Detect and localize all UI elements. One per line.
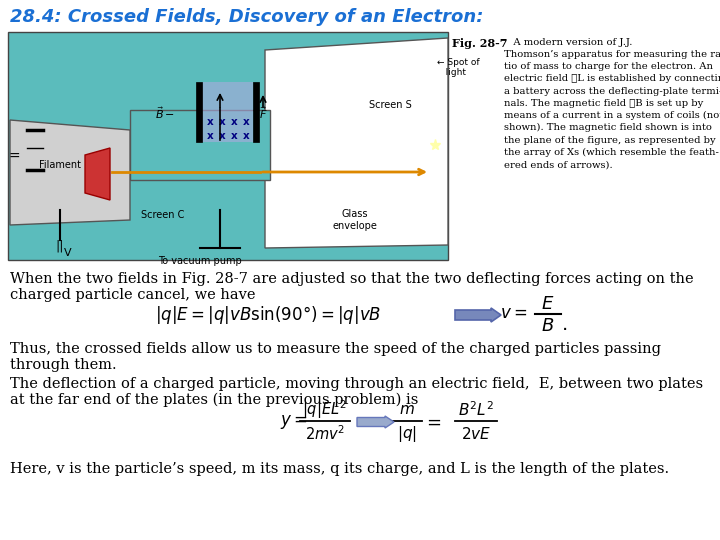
Text: Thus, the crossed fields allow us to measure the speed of the charged particles : Thus, the crossed fields allow us to mea… [10, 342, 661, 356]
Text: $y =$: $y =$ [280, 413, 307, 431]
Text: $\vec{F}$: $\vec{F}$ [258, 105, 267, 121]
FancyBboxPatch shape [196, 82, 202, 142]
FancyBboxPatch shape [8, 32, 448, 260]
Text: To vacuum pump: To vacuum pump [158, 256, 242, 266]
Text: $m$: $m$ [399, 403, 415, 417]
Text: x: x [230, 117, 238, 127]
Text: $B^2L^2$: $B^2L^2$ [458, 401, 494, 420]
Text: Fig. 28-7: Fig. 28-7 [452, 38, 508, 49]
FancyBboxPatch shape [130, 110, 270, 180]
Text: .: . [562, 314, 568, 334]
Text: A modern version of J.J.
Thomson’s apparatus for measuring the ra-
tio of mass t: A modern version of J.J. Thomson’s appar… [504, 38, 720, 169]
Text: =: = [8, 150, 20, 164]
Text: $|q|E = |q|vB\sin(90°) = |q|vB$: $|q|E = |q|vB\sin(90°) = |q|vB$ [155, 304, 382, 326]
Text: $|q|$: $|q|$ [397, 424, 417, 444]
Text: $B$: $B$ [541, 317, 554, 335]
Text: $v =$: $v =$ [500, 306, 527, 322]
Text: Screen S: Screen S [369, 100, 411, 110]
Text: 28.4: Crossed Fields, Discovery of an Electron:: 28.4: Crossed Fields, Discovery of an El… [10, 8, 484, 26]
Text: x: x [243, 117, 249, 127]
Text: x: x [219, 131, 225, 141]
Polygon shape [85, 148, 110, 200]
FancyBboxPatch shape [202, 82, 253, 142]
Text: V: V [64, 248, 72, 258]
Text: $2vE$: $2vE$ [461, 426, 491, 442]
FancyArrow shape [455, 308, 501, 322]
Text: charged particle cancel, we have: charged particle cancel, we have [10, 288, 256, 302]
Text: x: x [230, 131, 238, 141]
Polygon shape [265, 38, 448, 248]
FancyArrow shape [357, 416, 394, 428]
FancyBboxPatch shape [253, 82, 259, 142]
Text: x: x [207, 131, 213, 141]
Text: through them.: through them. [10, 358, 117, 372]
Text: ||: || [55, 240, 64, 253]
Text: Here, v is the particle’s speed, m its mass, q its charge, and L is the length o: Here, v is the particle’s speed, m its m… [10, 462, 669, 476]
Text: Screen C: Screen C [141, 210, 185, 220]
Text: x: x [207, 117, 213, 127]
Text: x: x [243, 131, 249, 141]
Text: When the two fields in Fig. 28-7 are adjusted so that the two deflecting forces : When the two fields in Fig. 28-7 are adj… [10, 272, 693, 286]
Text: x: x [219, 117, 225, 127]
Text: $|q|EL^2$: $|q|EL^2$ [302, 399, 348, 421]
Text: Filament: Filament [39, 160, 81, 170]
Text: at the far end of the plates (in the previous problem) is: at the far end of the plates (in the pre… [10, 393, 418, 407]
Text: $E$: $E$ [541, 295, 554, 313]
Text: Glass
envelope: Glass envelope [333, 209, 377, 231]
Polygon shape [10, 120, 130, 225]
Text: $2mv^2$: $2mv^2$ [305, 424, 345, 443]
Text: The deflection of a charged particle, moving through an electric field,  E, betw: The deflection of a charged particle, mo… [10, 377, 703, 391]
Text: ← Spot of
   light: ← Spot of light [437, 58, 480, 77]
Text: $=$: $=$ [423, 413, 441, 431]
Text: $\vec{B}-$: $\vec{B}-$ [155, 105, 175, 121]
